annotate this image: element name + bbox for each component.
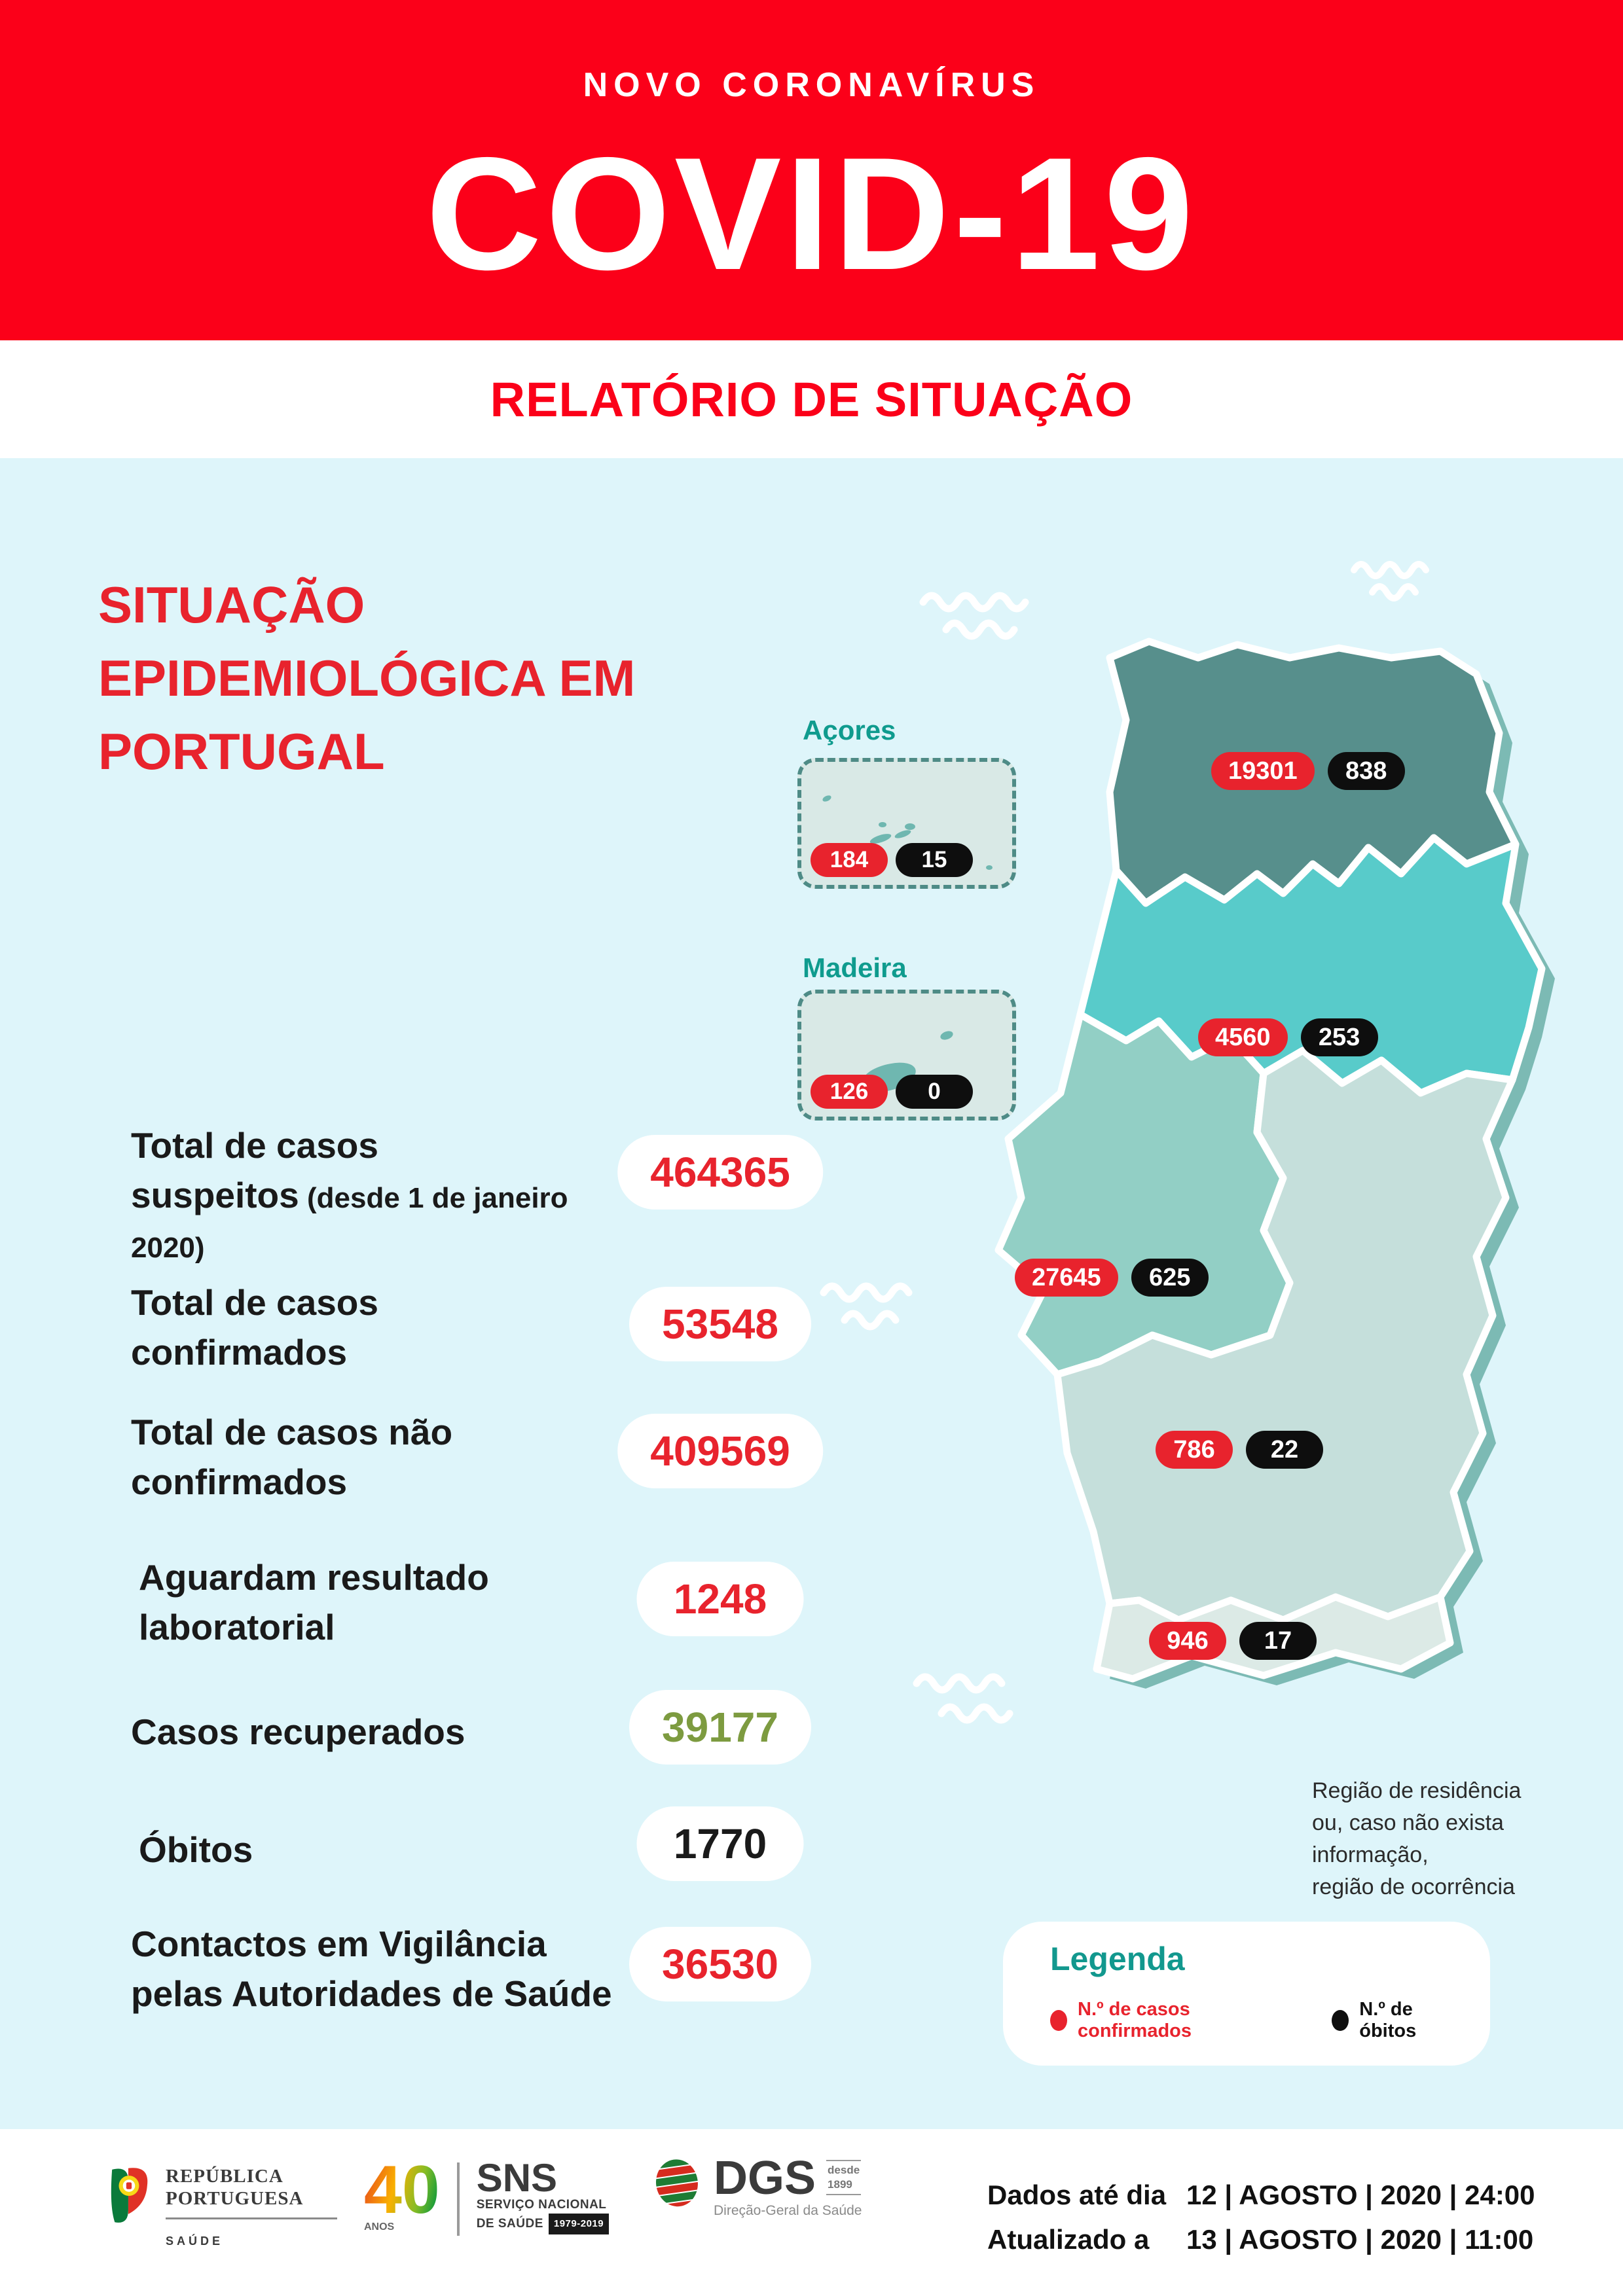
- azores-island-icon: [986, 865, 993, 870]
- legend-title: Legenda: [1050, 1941, 1185, 1977]
- centro-deaths-badge: 253: [1300, 1018, 1378, 1056]
- madeira-badges: 126 0: [811, 1075, 973, 1109]
- lvt-deaths-badge: 625: [1131, 1259, 1209, 1297]
- stat-value-suspected: 464365: [617, 1135, 823, 1210]
- updated-at-value: 13 | AGOSTO | 2020 | 11:00: [1186, 2224, 1534, 2255]
- region-badges-norte: 19301 838: [1211, 752, 1405, 790]
- region-badges-alentejo: 786 22: [1156, 1431, 1323, 1469]
- wave-icon: [1351, 561, 1429, 601]
- map-note: Região de residência ou, caso não exista…: [1312, 1778, 1522, 1899]
- footer: [0, 2129, 1623, 2296]
- stat-value-recovered: 39177: [629, 1690, 811, 1765]
- azores-island-icon: [894, 828, 912, 840]
- header-kicker: NOVO CORONAVÍRUS: [583, 66, 1040, 104]
- madeira-deaths-badge: 0: [896, 1075, 973, 1109]
- stat-value-not-confirmed: 409569: [617, 1414, 823, 1488]
- confirmed-dot-icon: [1050, 2010, 1067, 2031]
- azores-confirmed-badge: 184: [811, 843, 888, 877]
- azores-box: 184 15: [797, 758, 1016, 889]
- lvt-confirmed-badge: 27645: [1015, 1259, 1118, 1297]
- alentejo-confirmed-badge: 786: [1156, 1431, 1233, 1469]
- stat-value-contacts: 36530: [629, 1927, 811, 2001]
- portugal-emblem-icon: [111, 2168, 148, 2223]
- portugal-map: 19301 838 4560 253 27645 625 786 22 946 …: [982, 622, 1584, 1800]
- legend-confirmed-label: N.º de casos confirmados: [1078, 1999, 1192, 2041]
- stat-value-confirmed: 53548: [629, 1287, 811, 1361]
- stat-value-deaths: 1770: [636, 1806, 804, 1881]
- region-badges-algarve: 946 17: [1149, 1622, 1317, 1660]
- page-title: COVID-19: [426, 124, 1197, 303]
- logo-divider: [456, 2162, 460, 2236]
- dgs-text: DGS desde 1899 Direção-Geral da Saúde: [714, 2152, 862, 2218]
- azores-deaths-badge: 15: [896, 843, 973, 877]
- dgs-logo: DGS desde 1899 Direção-Geral da Saúde: [655, 2152, 862, 2219]
- madeira-label: Madeira: [803, 952, 907, 983]
- algarve-deaths-badge: 17: [1239, 1622, 1317, 1660]
- data-until-label: Dados até dia: [987, 2179, 1167, 2210]
- stat-label-not-confirmed: Total de casos não confirmados: [131, 1412, 453, 1502]
- madeira-island-icon: [939, 1029, 955, 1042]
- updated-at-label: Atualizado a: [987, 2224, 1150, 2255]
- azores-island-icon: [821, 794, 833, 803]
- stat-label-awaiting-lab: Aguardam resultado laboratorial: [139, 1557, 489, 1647]
- region-badges-lvt: 27645 625: [1015, 1259, 1209, 1297]
- logo-divider: [166, 2217, 337, 2219]
- azores-badges: 184 15: [811, 843, 973, 877]
- legend-box: Legenda N.º de casos confirmados N.º de …: [1003, 1922, 1490, 2066]
- saude-label: SAÚDE: [166, 2234, 224, 2248]
- sns-40-logo: 40 ANOS SNS SERVIÇO NACIONAL DE SAÚDE 197…: [364, 2152, 610, 2236]
- sns-40-icon: 40 ANOS: [364, 2152, 440, 2233]
- data-until-value: 12 | AGOSTO | 2020 | 24:00: [1186, 2179, 1535, 2210]
- norte-confirmed-badge: 19301: [1211, 752, 1315, 790]
- azores-label: Açores: [803, 715, 896, 745]
- stat-label-confirmed: Total de casos confirmados: [131, 1282, 378, 1372]
- algarve-confirmed-badge: 946: [1149, 1622, 1226, 1660]
- stat-label-deaths: Óbitos: [139, 1829, 253, 1870]
- stat-label-contacts: Contactos em Vigilância pelas Autoridade…: [131, 1924, 612, 2014]
- legend-row: N.º de casos confirmados N.º de óbitos: [1050, 1999, 1469, 2042]
- madeira-confirmed-badge: 126: [811, 1075, 888, 1109]
- map-region-lvt: [994, 1011, 1294, 1378]
- wave-icon: [919, 592, 1029, 640]
- republica-portuguesa-text: REPÚBLICA PORTUGUESA SAÚDE: [166, 2165, 337, 2252]
- dgs-since: desde 1899: [826, 2160, 862, 2195]
- republica-portuguesa-logo: REPÚBLICA PORTUGUESA SAÚDE: [108, 2165, 337, 2252]
- stat-label-recovered: Casos recuperados: [131, 1712, 465, 1752]
- azores-island-icon: [905, 823, 915, 830]
- alentejo-deaths-badge: 22: [1246, 1431, 1323, 1469]
- centro-confirmed-badge: 4560: [1198, 1018, 1288, 1056]
- header-banner: NOVO CORONAVÍRUS COVID-19: [0, 0, 1623, 340]
- dgs-sphere-icon: [655, 2157, 701, 2208]
- subtitle-band: RELATÓRIO DE SITUAÇÃO: [0, 340, 1623, 458]
- wave-icon: [820, 1282, 913, 1331]
- deaths-dot-icon: [1332, 2010, 1349, 2031]
- norte-deaths-badge: 838: [1327, 752, 1405, 790]
- azores-island-icon: [879, 822, 886, 827]
- portugal-map-svg: [994, 637, 1555, 1689]
- madeira-box: 126 0: [797, 990, 1016, 1121]
- wave-icon: [913, 1673, 1013, 1724]
- region-badges-centro: 4560 253: [1198, 1018, 1378, 1056]
- stat-label-suspected: Total de casos suspeitos (desde 1 de jan…: [131, 1125, 568, 1264]
- report-subtitle: RELATÓRIO DE SITUAÇÃO: [490, 372, 1133, 427]
- sns-years-badge: 1979-2019: [548, 2214, 610, 2234]
- legend-deaths-label: N.º de óbitos: [1359, 1999, 1417, 2041]
- section-title: SITUAÇÃO EPIDEMIOLÓGICA EM PORTUGAL: [98, 576, 636, 780]
- sns-text: SNS SERVIÇO NACIONAL DE SAÚDE 1979-2019: [477, 2159, 610, 2234]
- stat-value-awaiting-lab: 1248: [636, 1562, 804, 1636]
